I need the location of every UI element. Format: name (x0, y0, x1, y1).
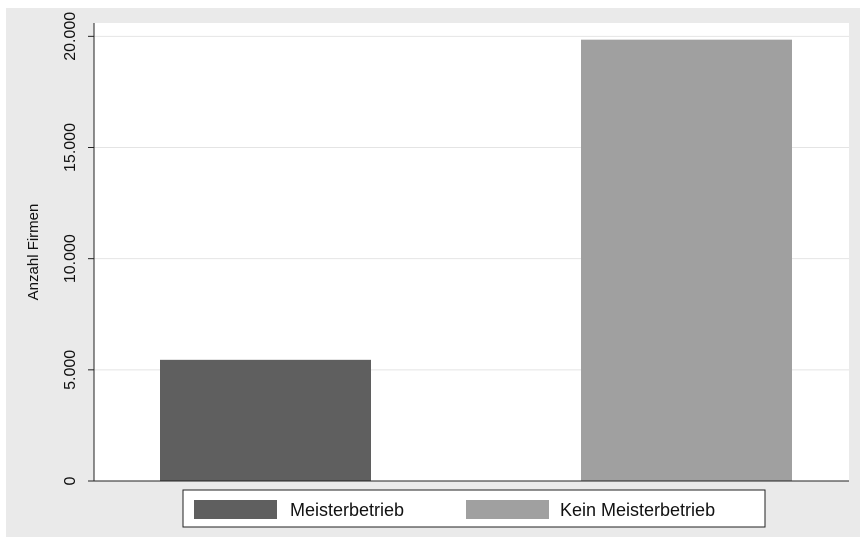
y-tick-label: 20.000 (62, 12, 79, 61)
y-axis-label: Anzahl Firmen (25, 204, 42, 301)
legend-label: Kein Meisterbetrieb (560, 500, 715, 520)
y-tick-label: 0 (62, 476, 79, 485)
legend-items: Meisterbetrieb Kein Meisterbetrieb (194, 500, 715, 520)
legend-label: Meisterbetrieb (290, 500, 404, 520)
bar-kein-meisterbetrieb (581, 39, 792, 482)
legend-swatch (194, 500, 277, 519)
y-tick-label: 5.000 (62, 350, 79, 390)
y-tick-label: 15.000 (62, 123, 79, 172)
y-tick-label: 10.000 (62, 234, 79, 283)
y-axis-ticks: 0 5.000 10.000 15.000 20.000 (62, 12, 94, 485)
legend: Meisterbetrieb Kein Meisterbetrieb (182, 489, 766, 528)
bar-meisterbetrieb (160, 359, 371, 481)
bars (160, 39, 792, 482)
legend-swatch (466, 500, 549, 519)
